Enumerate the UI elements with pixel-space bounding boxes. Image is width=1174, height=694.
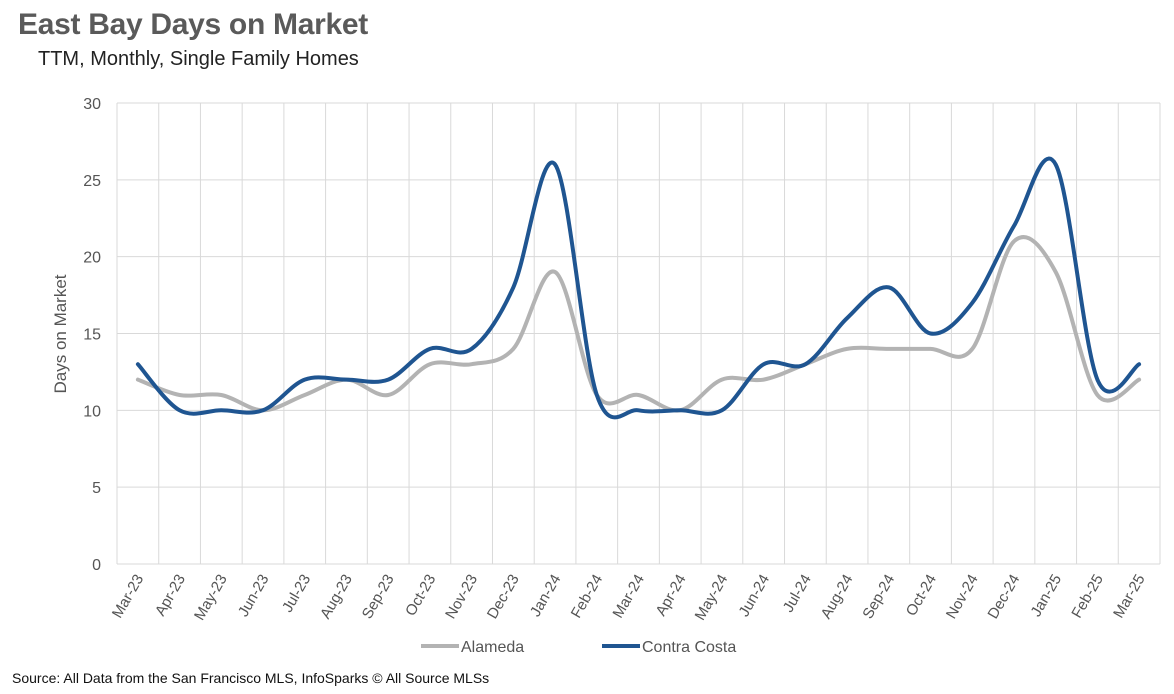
source-note: Source: All Data from the San Francisco … xyxy=(12,670,490,686)
x-tick-label: Sep-24 xyxy=(859,572,898,622)
x-tick-label: Jan-25 xyxy=(1028,572,1066,620)
x-tick-label: Feb-25 xyxy=(1068,572,1106,622)
gridlines xyxy=(116,102,1161,565)
series-line-contra-costa xyxy=(135,156,1142,420)
legend-item-alameda-label: Alameda xyxy=(461,639,524,656)
x-tick-label: Mar-23 xyxy=(109,572,147,622)
x-tick-label: Aug-23 xyxy=(317,572,356,622)
y-tick-label: 25 xyxy=(83,173,101,190)
x-tick-label: Apr-23 xyxy=(152,572,189,619)
x-tick-label: Aug-24 xyxy=(818,572,857,622)
y-tick-label: 20 xyxy=(83,250,101,267)
y-tick-label: 30 xyxy=(83,96,101,113)
y-axis-label: Days on Market xyxy=(51,274,70,393)
y-tick-label: 10 xyxy=(83,403,101,420)
x-tick-label: Nov-24 xyxy=(943,572,982,622)
x-tick-label: Apr-24 xyxy=(652,572,689,619)
x-tick-label: May-23 xyxy=(191,572,231,624)
x-tick-label: Jun-24 xyxy=(735,572,773,620)
y-tick-label: 15 xyxy=(83,327,101,344)
x-tick-label: Oct-23 xyxy=(402,572,439,619)
x-tick-label: Jul-24 xyxy=(780,572,815,616)
y-tick-label: 0 xyxy=(92,557,101,574)
x-tick-label: Mar-25 xyxy=(1110,572,1148,622)
x-tick-label: Oct-24 xyxy=(903,572,940,619)
x-tick-label: Dec-24 xyxy=(985,572,1024,622)
legend-item-contra-costa-label: Contra Costa xyxy=(642,639,736,656)
x-tick-label: Jun-23 xyxy=(235,572,273,620)
x-axis-ticks: Mar-23 Apr-23 May-23 Jun-23 Jul-23 Aug-23 Sep-… xyxy=(109,572,1149,624)
x-tick-label: Jan-24 xyxy=(527,572,565,620)
series-lines xyxy=(135,156,1142,420)
x-tick-label: Nov-23 xyxy=(442,572,481,622)
chart-subtitle: TTM, Monthly, Single Family Homes xyxy=(38,48,359,70)
x-tick-label: Jul-23 xyxy=(279,572,314,616)
legend: Alameda Contra Costa xyxy=(421,639,736,656)
x-tick-label: Feb-24 xyxy=(568,572,606,622)
x-tick-label: Sep-23 xyxy=(359,572,398,622)
x-tick-label: Dec-23 xyxy=(484,572,523,622)
series-line-alameda xyxy=(135,235,1142,413)
x-tick-label: Mar-24 xyxy=(609,572,647,622)
chart-title: East Bay Days on Market xyxy=(18,8,368,41)
y-tick-label: 5 xyxy=(92,480,101,497)
x-tick-label: May-24 xyxy=(692,572,732,624)
y-axis-ticks: 0 5 10 15 20 25 30 xyxy=(83,96,101,574)
